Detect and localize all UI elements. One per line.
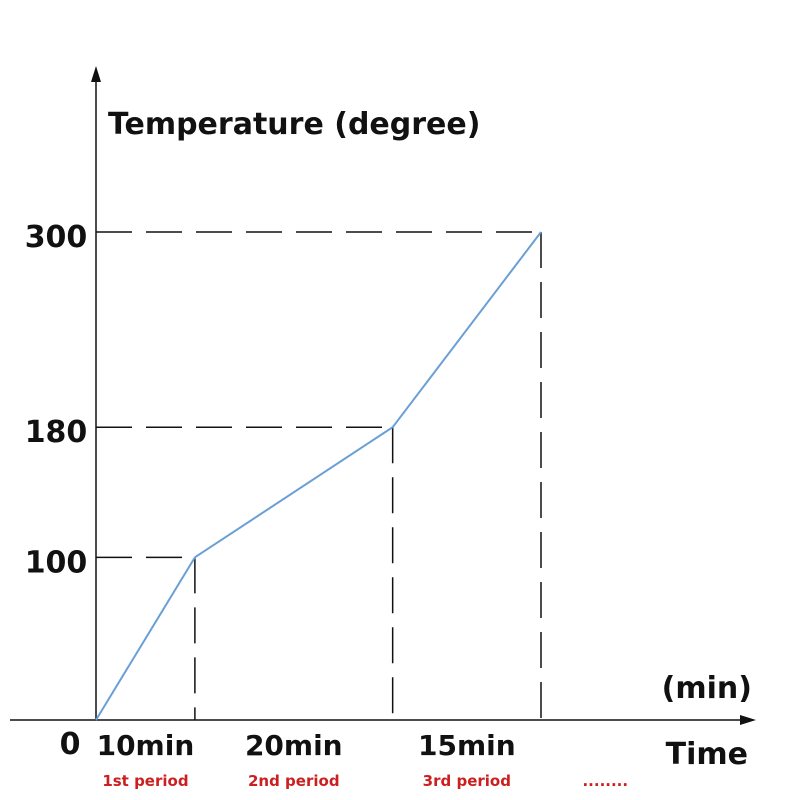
x-axis-unit: (min) xyxy=(662,671,752,706)
segment-duration-2: 20min xyxy=(245,729,343,762)
y-axis-title: Temperature (degree) xyxy=(108,107,480,142)
guide-lines xyxy=(96,231,542,720)
origin-label: 0 xyxy=(60,727,81,762)
y-tick-label-300: 300 xyxy=(25,220,88,255)
axes xyxy=(10,66,756,725)
y-tick-labels: 100 180 300 xyxy=(25,220,88,580)
segment-period-1: 1st period xyxy=(102,772,188,790)
series-segment-3 xyxy=(391,231,542,428)
y-tick-label-180: 180 xyxy=(25,415,88,450)
x-axis-title: Time xyxy=(666,737,748,772)
series-line xyxy=(95,231,542,721)
series-segment-1 xyxy=(95,556,196,721)
segment-period-3: 3rd period xyxy=(423,772,511,790)
segment-duration-1: 10min xyxy=(97,729,195,762)
segment-duration-3: 15min xyxy=(418,729,516,762)
segment-period-2: 2nd period xyxy=(248,772,340,790)
y-axis-arrow xyxy=(91,66,101,82)
segment-period-4: ........ xyxy=(582,772,628,790)
series-segment-2 xyxy=(194,426,394,559)
y-tick-label-100: 100 xyxy=(25,545,88,580)
segment-labels: 10min 1st period 20min 2nd period 15min 3rd p… xyxy=(97,729,628,790)
x-axis-arrow xyxy=(740,715,756,725)
